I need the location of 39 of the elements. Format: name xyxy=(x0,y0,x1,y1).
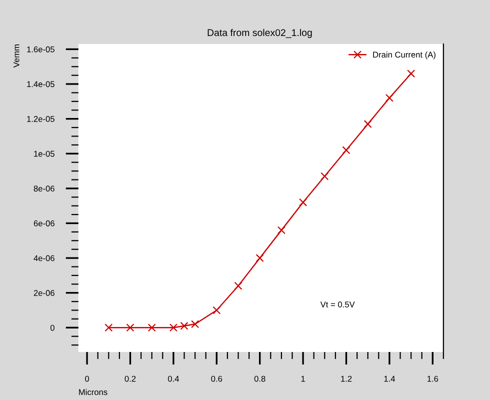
point xyxy=(299,198,308,206)
point xyxy=(342,146,350,154)
y-tick-label: 1.6e-05 xyxy=(27,46,54,52)
point xyxy=(234,282,242,290)
point xyxy=(169,324,178,332)
y-tick-label: 8e-06 xyxy=(34,186,54,192)
point xyxy=(277,226,286,234)
x-tick-label: 0 xyxy=(85,376,90,382)
y-tick-label: 0 xyxy=(50,324,54,331)
x-tick-label: 1.2 xyxy=(341,376,352,382)
x-tick-label: 1 xyxy=(301,376,305,382)
point xyxy=(407,70,416,78)
point xyxy=(180,322,188,330)
x-axis-title: Microns xyxy=(79,388,108,396)
x-tick-label: 1.6 xyxy=(427,376,438,382)
y-tick-label: 1e-05 xyxy=(34,150,54,157)
point xyxy=(126,324,134,332)
y-tick-label: 6e-06 xyxy=(34,220,54,226)
x-tick-label: 0.2 xyxy=(124,376,136,382)
point xyxy=(212,306,221,314)
point xyxy=(191,320,200,328)
annotation: Vt = 0.5V xyxy=(320,302,355,308)
point xyxy=(320,172,329,180)
point xyxy=(385,94,394,102)
x-tick-label: 0.6 xyxy=(211,376,222,382)
x-tick-label: 1.4 xyxy=(384,376,395,382)
y-tick-label: 2e-06 xyxy=(34,290,54,296)
y-tick-label: 1.2e-05 xyxy=(27,116,54,122)
point xyxy=(104,324,113,332)
point xyxy=(364,120,372,128)
point xyxy=(256,254,264,262)
y-tick-label: 4e-06 xyxy=(34,255,54,262)
y-tick-label: 1.4e-05 xyxy=(27,81,54,88)
y-axis-title: Vemm xyxy=(14,44,20,68)
legend-label: Drain Current (A) xyxy=(373,52,436,60)
x-tick-label: 0.8 xyxy=(254,376,266,382)
point xyxy=(148,324,156,332)
x-tick-label: 0.4 xyxy=(168,376,179,382)
chart-subtitle: Data from solex02_1.log xyxy=(208,28,312,38)
